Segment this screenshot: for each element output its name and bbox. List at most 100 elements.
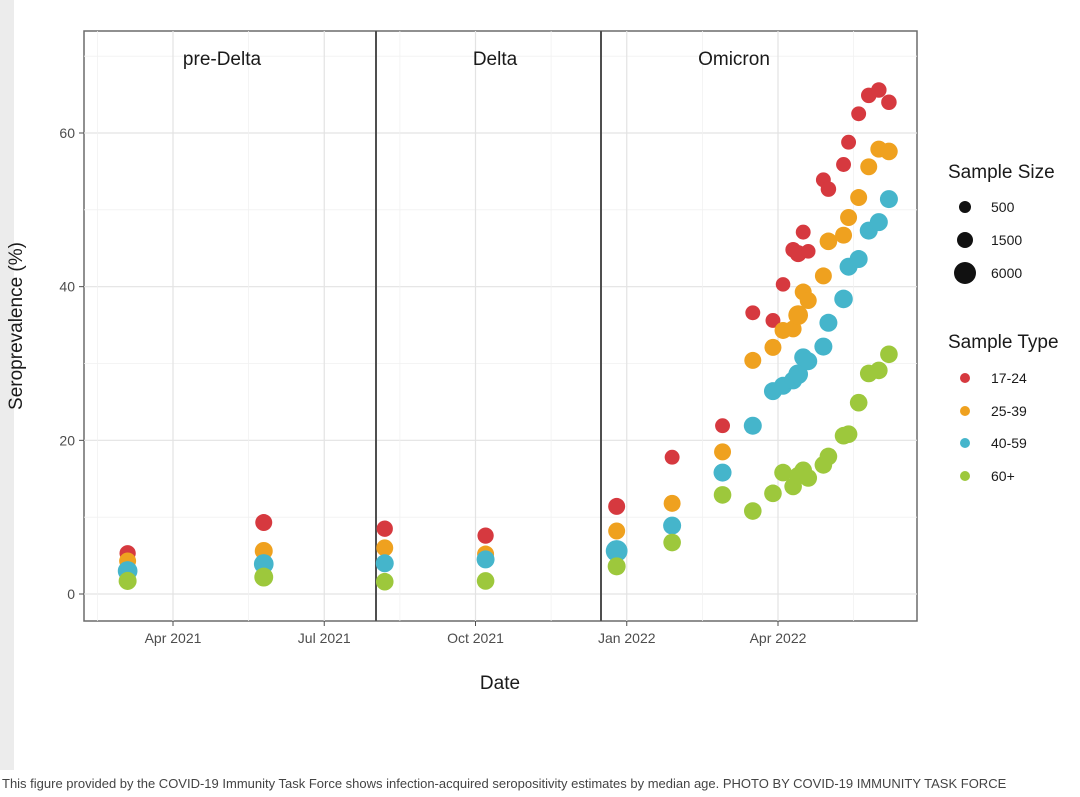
- data-point-17-24: [871, 82, 887, 98]
- type-legend-label: 25-39: [991, 403, 1027, 419]
- data-point-40-59: [476, 550, 495, 569]
- data-point-25-39: [764, 338, 782, 356]
- data-point-25-39: [819, 232, 838, 251]
- data-point-40-59: [788, 364, 809, 385]
- data-point-40-59: [869, 213, 888, 232]
- data-point-40-59: [713, 463, 732, 482]
- data-point-25-39: [788, 305, 809, 325]
- size-legend-key: [957, 232, 973, 248]
- x-tick-label: Jul 2021: [298, 630, 351, 646]
- type-legend-title: Sample Type: [948, 332, 1059, 353]
- data-point-60+: [476, 572, 495, 590]
- data-point-40-59: [605, 540, 628, 562]
- y-axis-title: Seroprevalence (%): [6, 242, 27, 410]
- data-point-60+: [743, 502, 762, 520]
- data-point-25-39: [814, 267, 832, 285]
- x-tick-label: Apr 2022: [750, 630, 807, 646]
- type-legend-label: 40-59: [991, 435, 1027, 451]
- data-point-40-59: [375, 554, 394, 573]
- data-point-17-24: [820, 181, 837, 197]
- data-point-25-39: [663, 494, 681, 512]
- data-point-17-24: [841, 134, 857, 150]
- data-point-25-39: [850, 189, 868, 207]
- data-point-40-59: [663, 516, 682, 535]
- era-label: Omicron: [698, 49, 770, 70]
- size-legend-key: [954, 262, 976, 284]
- data-point-17-24: [664, 449, 680, 465]
- data-point-40-59: [814, 337, 833, 356]
- data-point-25-39: [714, 443, 732, 461]
- y-tick-label: 20: [59, 432, 75, 448]
- size-legend-label: 6000: [991, 265, 1022, 281]
- legends: Sample Size 500 1500 6000 Sample Type 17-24 25…: [948, 162, 1059, 484]
- type-legend-label: 60+: [991, 468, 1015, 484]
- era-label: Delta: [473, 49, 518, 70]
- type-legend-key: [960, 406, 970, 416]
- data-point-60+: [764, 484, 782, 503]
- x-tick-label: Apr 2021: [145, 630, 202, 646]
- data-point-17-24: [851, 106, 867, 122]
- data-points: [117, 82, 898, 591]
- data-point-40-59: [849, 250, 868, 269]
- data-point-25-39: [376, 539, 394, 557]
- figure-caption: This figure provided by the COVID-19 Imm…: [2, 776, 1007, 791]
- data-point-40-59: [799, 352, 818, 371]
- size-legend-label: 500: [991, 199, 1015, 215]
- axes: 0 20 40 60 Apr 2021 Jul 2021 Oct 2021 Jan 2022 A…: [6, 125, 807, 694]
- size-legend-title: Sample Size: [948, 162, 1055, 183]
- data-point-17-24: [765, 313, 781, 328]
- data-point-17-24: [800, 244, 816, 259]
- data-point-25-39: [799, 292, 817, 309]
- data-point-25-39: [840, 209, 858, 227]
- y-tick-label: 60: [59, 125, 75, 141]
- data-point-60+: [607, 557, 626, 576]
- type-legend-key: [960, 471, 970, 481]
- data-point-60+: [880, 345, 898, 364]
- data-point-60+: [849, 393, 868, 412]
- y-tick-label: 40: [59, 279, 75, 295]
- left-shadow-strip: [0, 0, 14, 770]
- data-point-60+: [819, 447, 838, 466]
- era-dividers: pre-Delta Delta Omicron: [183, 31, 770, 621]
- type-legend-key: [960, 438, 970, 448]
- data-point-40-59: [879, 190, 898, 209]
- data-point-17-24: [715, 418, 730, 434]
- data-point-17-24: [477, 527, 494, 544]
- data-point-25-39: [860, 158, 878, 176]
- x-tick-label: Jan 2022: [598, 630, 656, 646]
- data-point-17-24: [745, 305, 761, 321]
- size-legend-key: [959, 201, 971, 213]
- data-point-25-39: [744, 351, 762, 369]
- data-point-25-39: [880, 142, 898, 161]
- data-point-40-59: [743, 416, 762, 435]
- data-point-60+: [839, 425, 858, 443]
- data-point-60+: [870, 361, 888, 380]
- data-point-40-59: [819, 313, 838, 332]
- data-point-25-39: [608, 522, 626, 540]
- era-label: pre-Delta: [183, 49, 262, 70]
- data-point-17-24: [608, 497, 626, 515]
- data-point-17-24: [836, 157, 851, 172]
- data-point-17-24: [795, 224, 811, 240]
- data-point-60+: [118, 571, 137, 590]
- data-point-60+: [375, 572, 394, 591]
- type-legend-label: 17-24: [991, 370, 1027, 386]
- data-point-17-24: [376, 520, 393, 537]
- gridlines: [84, 31, 917, 621]
- seroprevalence-chart: pre-Delta Delta Omicron 0 20 40 60 Apr 2021 Jul…: [6, 30, 1059, 694]
- x-tick-label: Oct 2021: [447, 630, 504, 646]
- data-point-60+: [713, 486, 732, 504]
- data-point-25-39: [835, 226, 853, 244]
- data-point-17-24: [255, 514, 273, 532]
- data-point-60+: [774, 463, 792, 482]
- y-tick-label: 0: [67, 586, 75, 602]
- size-legend-label: 1500: [991, 232, 1022, 248]
- data-point-40-59: [253, 554, 274, 574]
- type-legend-key: [960, 373, 970, 383]
- data-point-40-59: [834, 289, 853, 309]
- data-point-17-24: [881, 94, 897, 111]
- data-point-60+: [254, 567, 274, 587]
- data-point-60+: [799, 469, 818, 487]
- data-point-60+: [663, 533, 681, 552]
- x-axis-title: Date: [480, 673, 520, 694]
